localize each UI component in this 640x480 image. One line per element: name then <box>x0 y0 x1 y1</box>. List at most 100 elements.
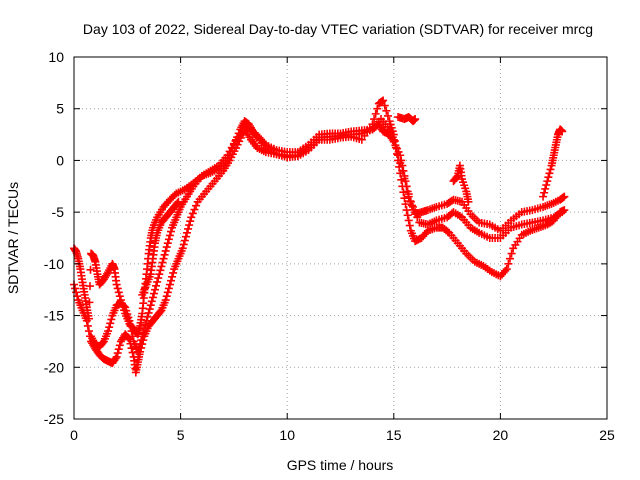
x-tick-label: 15 <box>386 427 402 443</box>
data-point <box>114 345 123 354</box>
data-point <box>179 240 188 249</box>
data-point <box>120 302 129 311</box>
x-tick-label: 10 <box>279 427 295 443</box>
data-point <box>153 277 162 286</box>
data-point <box>127 327 136 336</box>
data-point <box>107 315 116 324</box>
data-point <box>163 288 172 297</box>
data-point <box>187 213 196 222</box>
data-point <box>544 173 553 182</box>
data-point <box>152 281 161 290</box>
data-point <box>138 332 147 341</box>
data-point <box>139 328 148 337</box>
data-point <box>406 197 415 206</box>
data-point <box>156 266 165 275</box>
data-point <box>146 301 155 310</box>
data-point <box>141 320 150 329</box>
data-point <box>540 188 549 197</box>
data-point <box>167 276 176 285</box>
data-point <box>192 201 201 210</box>
data-point <box>114 288 123 297</box>
data-point <box>560 192 569 201</box>
data-point <box>165 231 174 240</box>
data-point <box>125 316 134 325</box>
x-tick-label: 20 <box>493 427 509 443</box>
data-point <box>105 323 114 332</box>
data-point <box>133 347 142 356</box>
y-axis-ticks: -25 -20 -15 -10 -5 0 5 10 <box>44 49 607 427</box>
data-point <box>400 174 409 183</box>
data-point <box>181 232 190 241</box>
series-2 <box>70 96 569 377</box>
data-point <box>112 280 121 289</box>
data-point <box>402 182 411 191</box>
data-point <box>164 235 173 244</box>
data-point <box>400 194 409 203</box>
data-point <box>73 292 82 301</box>
y-tick-label: -25 <box>44 411 64 427</box>
data-point <box>151 285 160 294</box>
series-3 <box>87 115 567 356</box>
data-point <box>148 293 157 302</box>
data-point <box>188 209 197 218</box>
data-point <box>413 213 422 222</box>
data-point <box>164 284 173 293</box>
data-point <box>124 334 133 343</box>
data-point <box>539 192 548 201</box>
data-point <box>160 250 169 259</box>
data-point <box>147 297 156 306</box>
data-point <box>83 321 92 330</box>
data-point <box>398 166 407 175</box>
x-tick-label: 25 <box>599 427 615 443</box>
data-point <box>161 296 170 305</box>
data-point <box>558 127 567 136</box>
data-point <box>165 280 174 289</box>
data-point <box>411 115 420 124</box>
data-point <box>180 236 189 245</box>
data-point <box>115 341 124 350</box>
data-point <box>154 274 163 283</box>
data-point <box>404 190 413 199</box>
data-point <box>373 104 382 113</box>
data-point <box>135 343 144 352</box>
data-point <box>113 284 122 293</box>
data-point <box>113 349 122 358</box>
data-point <box>411 208 420 217</box>
y-tick-label: 10 <box>48 49 64 65</box>
data-point <box>173 199 182 208</box>
data-point <box>507 249 516 258</box>
data-point <box>178 244 187 253</box>
data-point <box>380 101 389 110</box>
data-point <box>382 106 391 115</box>
data-point <box>371 109 380 118</box>
data-point <box>394 151 403 160</box>
y-tick-label: -10 <box>44 256 64 272</box>
data-point <box>543 177 552 186</box>
data-point <box>396 159 405 168</box>
series-4 <box>138 197 183 299</box>
y-tick-label: 5 <box>56 101 64 117</box>
data-point <box>71 284 80 293</box>
data-point <box>82 316 91 325</box>
data-point <box>402 206 411 215</box>
data-point <box>140 324 149 333</box>
data-point <box>149 289 158 298</box>
data-point <box>545 169 554 178</box>
data-point <box>163 239 172 248</box>
series-5 <box>394 112 420 126</box>
y-axis-label: SDTVAR / TECUs <box>5 182 21 294</box>
data-point <box>403 211 412 220</box>
data-point <box>182 228 191 237</box>
data-point <box>464 197 473 206</box>
chart-title: Day 103 of 2022, Sidereal Day-to-day VTE… <box>83 21 593 37</box>
data-point <box>379 96 388 105</box>
data-point <box>128 332 137 341</box>
data-point <box>155 270 164 279</box>
data-point <box>185 221 194 230</box>
data-point <box>115 292 124 301</box>
data-point <box>167 227 176 236</box>
data-point <box>174 197 183 206</box>
series-6 <box>449 161 473 206</box>
